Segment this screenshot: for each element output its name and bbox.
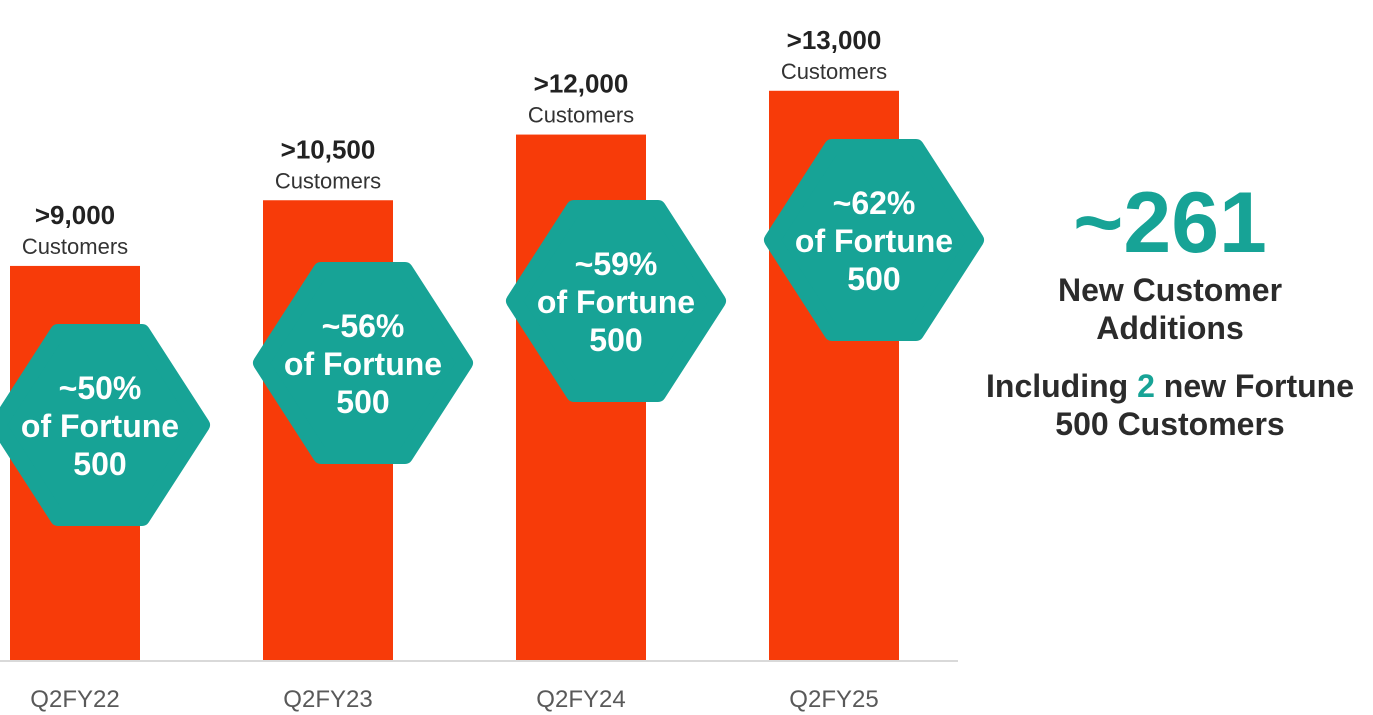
x-tick-label: Q2FY24 bbox=[536, 686, 625, 713]
x-tick-label: Q2FY25 bbox=[789, 686, 878, 713]
bar-value-label: >12,000 bbox=[534, 69, 629, 99]
fortune500-badge bbox=[253, 262, 473, 464]
bar-value-label: >13,000 bbox=[787, 25, 882, 55]
fortune500-badge bbox=[506, 200, 726, 402]
fortune500-count: 2 bbox=[1137, 368, 1155, 404]
fortune500-suffix-2: 500 Customers bbox=[1055, 406, 1285, 442]
x-tick-label: Q2FY23 bbox=[283, 686, 372, 713]
new-customer-caption: New Customer Additions bbox=[1057, 272, 1283, 346]
fortune500-badge-text: of Fortune bbox=[284, 346, 442, 382]
fortune500-suffix-1: new Fortune bbox=[1154, 368, 1354, 404]
fortune500-badge bbox=[0, 324, 210, 526]
fortune500-badge-text: 500 bbox=[336, 384, 389, 420]
fortune500-prefix: Including bbox=[986, 368, 1138, 404]
fortune500-badge-text: ~59% bbox=[575, 246, 658, 282]
new-customers-callout: ~261 New Customer Additions Including 2 … bbox=[965, 175, 1373, 443]
bar-unit-label: Customers bbox=[781, 59, 887, 84]
bar-unit-label: Customers bbox=[528, 103, 634, 128]
bar-unit-label: Customers bbox=[22, 234, 128, 259]
bar-value-label: >10,500 bbox=[281, 134, 376, 164]
fortune500-badge-text: of Fortune bbox=[21, 408, 179, 444]
fortune500-badge-text: 500 bbox=[73, 446, 126, 482]
fortune500-badge-text: 500 bbox=[847, 261, 900, 297]
x-tick-label: Q2FY22 bbox=[30, 686, 119, 713]
fortune500-badge-text: ~56% bbox=[322, 308, 405, 344]
bar-value-label: >9,000 bbox=[35, 200, 115, 230]
fortune500-badge-text: ~50% bbox=[59, 370, 142, 406]
fortune500-badge-text: of Fortune bbox=[795, 223, 953, 259]
bar-unit-label: Customers bbox=[275, 168, 381, 193]
fortune500-badge-text: ~62% bbox=[833, 185, 916, 221]
fortune500-badge-text: 500 bbox=[589, 322, 642, 358]
fortune500-badge-text: of Fortune bbox=[537, 284, 695, 320]
new-customer-count: ~261 bbox=[1073, 175, 1267, 271]
fortune500-additions-text: Including 2 new Fortune 500 Customers bbox=[965, 367, 1373, 443]
fortune500-badge bbox=[764, 139, 984, 341]
